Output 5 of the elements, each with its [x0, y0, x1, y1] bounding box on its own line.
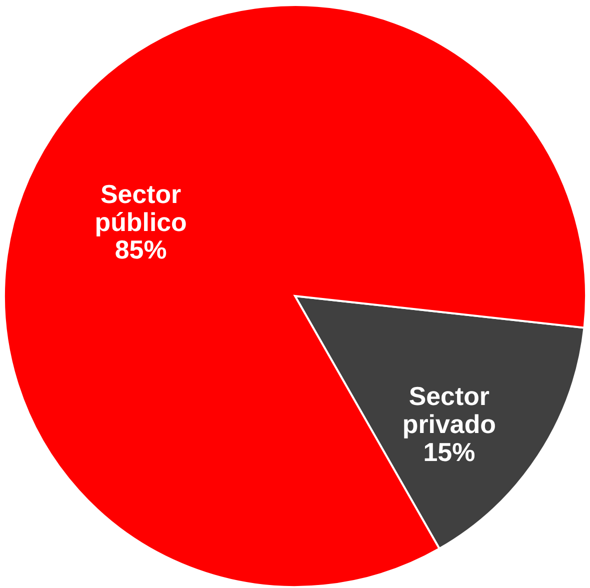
slice-label: Sector privado	[402, 383, 496, 439]
data-label: 15%	[423, 438, 476, 467]
pie-slice	[3, 4, 587, 588]
slice-label: Sector público	[94, 180, 187, 237]
data-label: 85%	[114, 236, 167, 265]
